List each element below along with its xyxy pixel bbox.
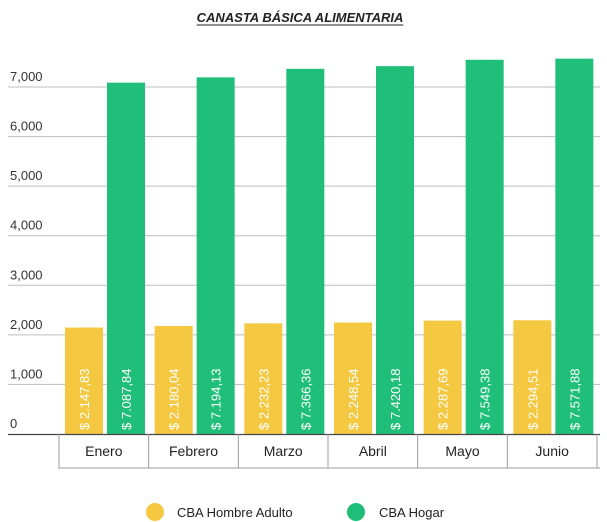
bar-hogar	[555, 58, 594, 434]
bars: $ 2.147,83 $ 7.087,84 $ 2.180,04 $ 7.194,13…	[65, 58, 594, 435]
y-tick-label: 4,000	[10, 218, 43, 233]
bar-value-label: $ 7.194,13	[209, 369, 224, 430]
legend: CBA Hombre Adulto CBA Hogar	[146, 503, 445, 521]
x-tick-label: Enero	[85, 443, 123, 459]
bar-value-label: $ 7.420,18	[388, 369, 403, 430]
bar-value-label: $ 2.147,83	[77, 369, 92, 430]
x-tick-label: Abril	[359, 443, 387, 459]
y-tick-label: 3,000	[10, 267, 43, 282]
y-tick-label: 6,000	[10, 119, 43, 134]
bar-hombre-adulto	[244, 323, 283, 434]
bar-hombre-adulto	[65, 327, 103, 434]
bar-value-label: $ 2.232,23	[256, 369, 271, 430]
x-axis: Enero Febrero Marzo Abril Mayo Junio	[8, 433, 600, 469]
bar-value-label: $ 2.287,69	[436, 369, 451, 430]
x-tick-label: Junio	[535, 443, 569, 459]
y-tick-label: 2,000	[10, 317, 43, 332]
x-tick-label: Marzo	[264, 443, 303, 459]
bar-hogar	[286, 68, 325, 434]
bar-value-label: $ 7.366,36	[298, 369, 313, 430]
bar-value-label: $ 2.248,54	[346, 369, 361, 430]
bar-value-label: $ 2.294,51	[525, 369, 540, 430]
bar-hombre-adulto	[513, 320, 552, 434]
bar-hombre-adulto	[154, 325, 193, 434]
legend-marker-hombre-adulto	[146, 503, 164, 521]
y-tick-label: 7,000	[10, 69, 43, 84]
bar-hombre-adulto	[334, 322, 372, 434]
bar-hogar	[465, 59, 504, 434]
bar-hogar	[376, 66, 414, 434]
chart-title: CANASTA BÁSICA ALIMENTARIA	[197, 10, 404, 25]
bar-value-label: $ 7.549,38	[478, 369, 493, 430]
bar-value-label: $ 2.180,04	[167, 369, 182, 430]
legend-marker-hogar	[347, 503, 365, 521]
bar-value-label: $ 7.087,84	[119, 369, 134, 430]
bar-hogar	[196, 77, 235, 434]
legend-label: CBA Hombre Adulto	[177, 505, 293, 520]
bar-hogar	[107, 82, 145, 435]
y-axis: 0 1,000 2,000 3,000 4,000 5,000 6,000 7,000	[10, 69, 43, 431]
legend-label: CBA Hogar	[379, 505, 445, 520]
y-tick-label: 1,000	[10, 366, 43, 381]
y-tick-label: 5,000	[10, 168, 43, 183]
x-tick-label: Mayo	[445, 443, 479, 459]
bar-value-label: $ 7.571,88	[567, 369, 582, 430]
y-tick-label: 0	[10, 416, 17, 431]
bar-hombre-adulto	[423, 320, 462, 434]
x-tick-label: Febrero	[169, 443, 218, 459]
